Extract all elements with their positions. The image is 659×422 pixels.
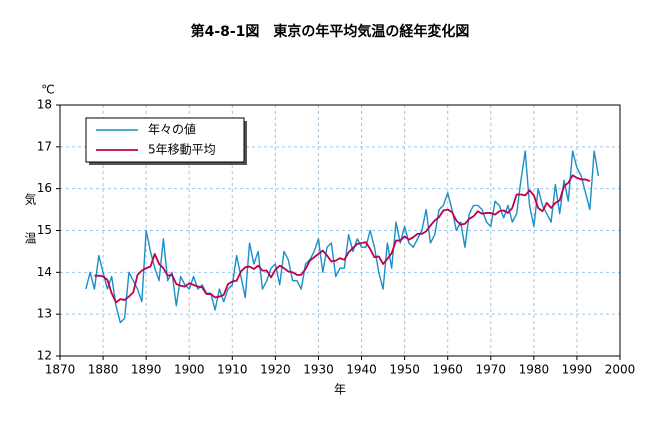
x-tick-label: 1870 bbox=[45, 363, 76, 377]
x-tick-label: 1900 bbox=[174, 363, 205, 377]
x-tick-label: 1940 bbox=[346, 363, 377, 377]
legend: 年々の値 5年移動平均 bbox=[85, 117, 247, 165]
x-tick-label: 1880 bbox=[88, 363, 119, 377]
y-tick-label: 18 bbox=[37, 98, 52, 112]
x-tick-label: 1930 bbox=[303, 363, 334, 377]
plot-frame bbox=[59, 104, 621, 357]
x-tick-label: 1970 bbox=[475, 363, 506, 377]
y-tick-label: 15 bbox=[37, 223, 52, 237]
y-tick-label: 12 bbox=[37, 349, 52, 363]
x-tick-label: 1960 bbox=[432, 363, 463, 377]
y-tick-label: 16 bbox=[37, 181, 52, 195]
y-axis-label: 気温 bbox=[23, 192, 37, 271]
data-line bbox=[94, 174, 591, 304]
y-tick-label: 17 bbox=[37, 139, 52, 153]
x-axis-label: 年 bbox=[334, 383, 346, 397]
legend-label: 5年移動平均 bbox=[148, 143, 216, 157]
x-tick-label: 1950 bbox=[389, 363, 420, 377]
chart-title: 第4-8-1図 東京の年平均気温の経年変化図 bbox=[191, 23, 470, 40]
x-tick-label: 1980 bbox=[519, 363, 550, 377]
x-tick-label: 2000 bbox=[605, 363, 636, 377]
legend-box bbox=[85, 117, 245, 163]
y-tick-label: 14 bbox=[37, 265, 52, 279]
x-tick-label: 1890 bbox=[131, 363, 162, 377]
x-tick-label: 1990 bbox=[562, 363, 593, 377]
data-line bbox=[85, 150, 600, 324]
y-tick-label: 13 bbox=[37, 307, 52, 321]
legend-label: 年々の値 bbox=[148, 122, 196, 137]
x-tick-label: 1910 bbox=[217, 363, 248, 377]
unit-label: ℃ bbox=[41, 83, 54, 97]
x-tick-label: 1920 bbox=[260, 363, 291, 377]
